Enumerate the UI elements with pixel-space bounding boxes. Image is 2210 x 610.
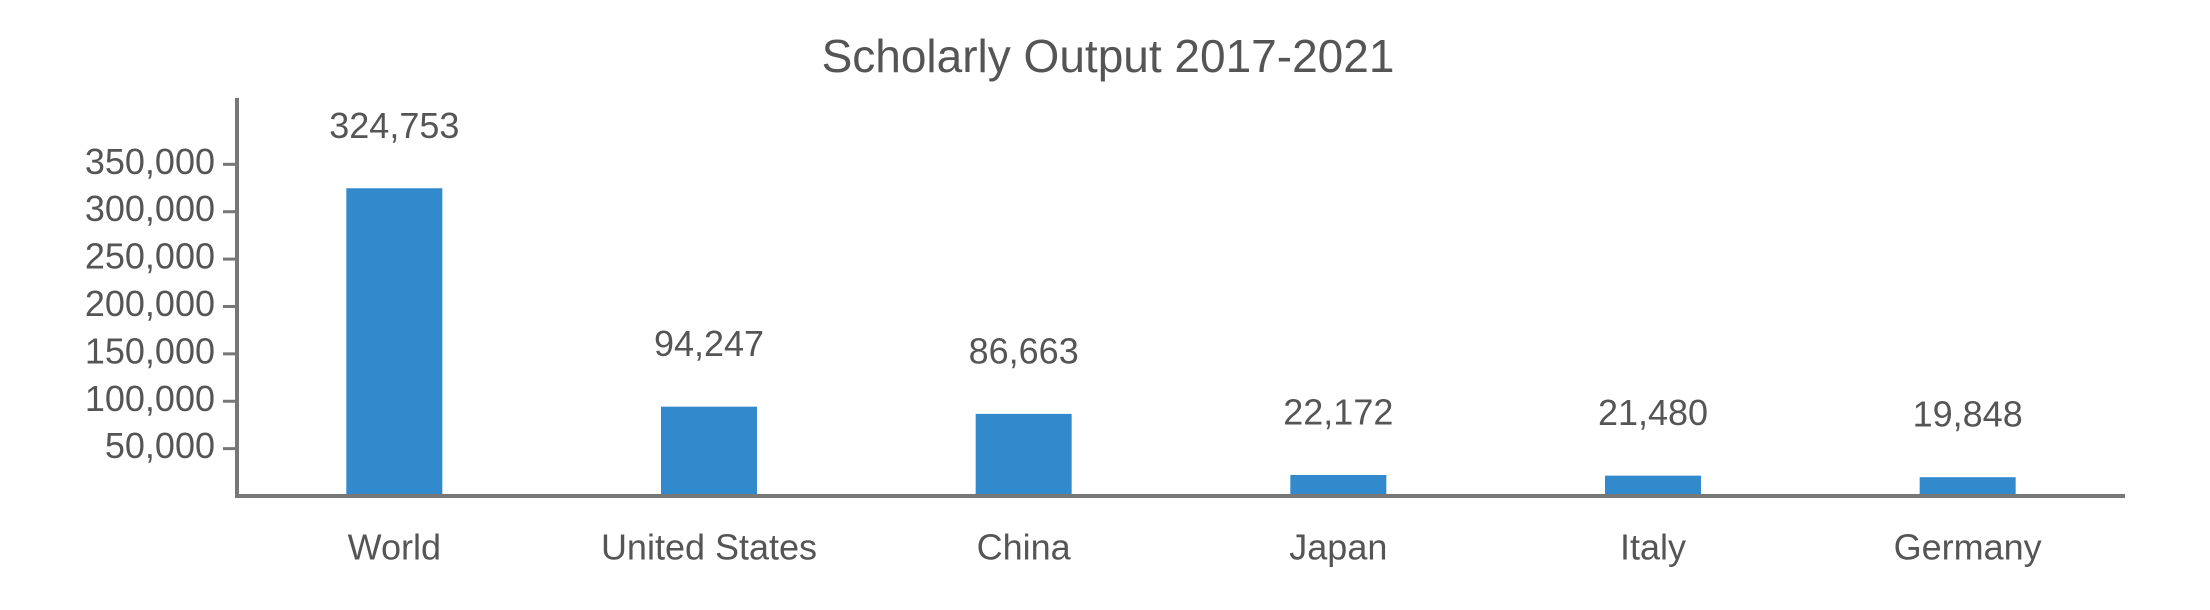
bar (1919, 477, 2016, 496)
value-label: 324,753 (329, 105, 459, 146)
x-tick-label: United States (601, 527, 817, 568)
y-tick-label: 250,000 (85, 236, 215, 277)
y-tick-label: 150,000 (85, 330, 215, 371)
value-label: 86,663 (969, 330, 1079, 371)
bar (1605, 475, 1701, 496)
x-tick-label: Italy (1620, 527, 1686, 568)
value-label: 21,480 (1598, 392, 1708, 433)
value-label: 22,172 (1283, 392, 1393, 433)
bar (661, 406, 757, 496)
x-tick-label: China (977, 527, 1072, 568)
value-label: 94,247 (654, 323, 764, 364)
x-tick-label: Japan (1289, 527, 1387, 568)
bar (1290, 474, 1387, 496)
y-tick-label: 50,000 (105, 425, 215, 466)
y-tick-label: 350,000 (85, 141, 215, 182)
y-tick-label: 300,000 (85, 188, 215, 229)
bar (346, 188, 443, 496)
y-tick-label: 200,000 (85, 283, 215, 324)
x-tick-label: World (348, 527, 441, 568)
bar (975, 413, 1072, 496)
y-tick-label: 100,000 (85, 378, 215, 419)
chart-title: Scholarly Output 2017-2021 (822, 30, 1395, 82)
value-label: 19,848 (1913, 394, 2023, 435)
x-tick-label: Germany (1894, 527, 2042, 568)
